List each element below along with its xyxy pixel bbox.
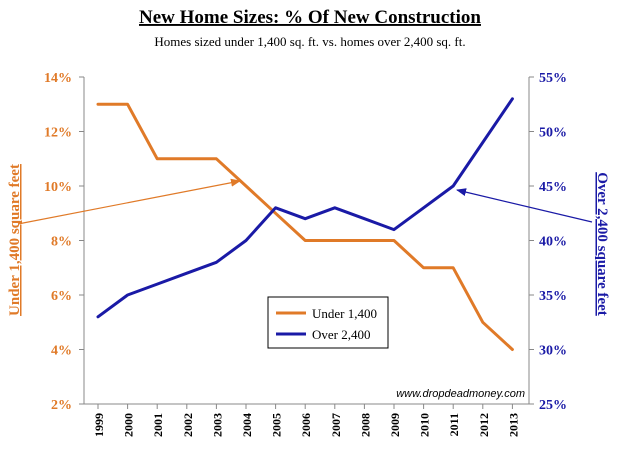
series-line-over-2400 bbox=[96, 97, 514, 319]
legend-label-over: Over 2,400 bbox=[312, 327, 371, 342]
x-tick-label: 2003 bbox=[210, 413, 224, 437]
chart-subtitle: Homes sized under 1,400 sq. ft. vs. home… bbox=[154, 34, 465, 49]
left-axis-ticks: 2% 4% 6% 8% 10% 12% 14% bbox=[44, 71, 84, 413]
right-axis-ticks: 25% 30% 35% 40% 45% 50% 55% bbox=[529, 71, 567, 413]
series-layer bbox=[96, 97, 514, 351]
x-tick-label: 1999 bbox=[92, 413, 106, 437]
x-tick-label: 2010 bbox=[418, 413, 432, 437]
series-line-under-1400 bbox=[96, 102, 514, 351]
right-annotation-arrow bbox=[456, 188, 593, 223]
right-tick-label: 45% bbox=[539, 180, 567, 195]
left-tick-label: 8% bbox=[51, 235, 72, 250]
x-tick-label: 2004 bbox=[240, 413, 254, 437]
right-tick-label: 30% bbox=[539, 344, 567, 359]
left-tick-label: 14% bbox=[44, 71, 72, 86]
left-tick-label: 4% bbox=[51, 344, 72, 359]
x-axis-ticks: 1999 2000 2001 2002 2003 2004 2005 2006 2007 2008… bbox=[92, 404, 520, 437]
left-tick-label: 10% bbox=[44, 180, 72, 195]
left-annotation-arrow bbox=[17, 178, 241, 225]
right-tick-label: 50% bbox=[539, 126, 567, 141]
right-tick-label: 35% bbox=[539, 289, 567, 304]
right-tick-label: 25% bbox=[539, 398, 567, 413]
x-tick-label: 2007 bbox=[329, 413, 343, 437]
right-tick-label: 55% bbox=[539, 71, 567, 86]
watermark: www.dropdeadmoney.com bbox=[396, 388, 525, 400]
left-axis-label: Under 1,400 square feet bbox=[7, 164, 23, 316]
x-tick-label: 2013 bbox=[506, 413, 520, 437]
x-tick-label: 2000 bbox=[122, 413, 136, 437]
right-axis-label: Over 2,400 square feet bbox=[594, 172, 610, 316]
right-tick-label: 40% bbox=[539, 235, 567, 250]
x-tick-label: 2006 bbox=[299, 413, 313, 437]
x-tick-label: 2012 bbox=[477, 413, 491, 437]
legend-label-under: Under 1,400 bbox=[312, 306, 377, 321]
left-tick-label: 12% bbox=[44, 126, 72, 141]
x-tick-label: 2005 bbox=[270, 413, 284, 437]
x-tick-label: 2011 bbox=[447, 413, 461, 436]
left-tick-label: 2% bbox=[51, 398, 72, 413]
x-tick-label: 2008 bbox=[358, 413, 372, 437]
x-tick-label: 2002 bbox=[181, 413, 195, 437]
x-tick-label: 2001 bbox=[151, 413, 165, 437]
legend-box bbox=[267, 296, 389, 349]
x-tick-label: 2009 bbox=[388, 413, 402, 437]
left-tick-label: 6% bbox=[51, 289, 72, 304]
chart-title: New Home Sizes: % Of New Construction bbox=[139, 7, 481, 28]
